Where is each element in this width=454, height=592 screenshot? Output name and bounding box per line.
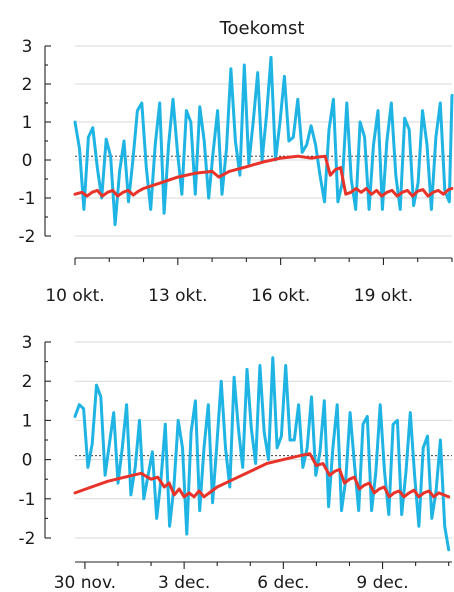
- y-tick-label: 0: [22, 451, 33, 471]
- y-tick-label: -1: [19, 189, 36, 209]
- x-tick-label: 3 dec.: [158, 573, 210, 592]
- y-tick-label: -2: [19, 529, 36, 549]
- y-tick-label: 3: [22, 333, 33, 353]
- series-line-blue: [73, 356, 451, 552]
- chart-title: Toekomst: [219, 18, 305, 39]
- y-tick-label: 2: [22, 75, 33, 95]
- y-tick-label: 1: [22, 113, 33, 133]
- x-tick-label: 10 okt.: [45, 286, 104, 306]
- panel-december: -2 -1 0 1 2 3 30 nov. 3 dec. 6 dec. 9 dec.: [19, 333, 452, 592]
- x-tick-label: 13 okt.: [148, 286, 207, 306]
- series-line-red: [73, 452, 451, 499]
- x-tick-label: 9 dec.: [356, 573, 408, 592]
- x-tick-label: 19 okt.: [354, 286, 413, 306]
- series-line-blue: [73, 55, 454, 227]
- series-line-red: [73, 154, 454, 198]
- y-tick-label: 1: [22, 411, 33, 431]
- y-tick-label: -1: [19, 490, 36, 510]
- y-tick-label: 3: [22, 37, 33, 57]
- x-tick-label: 16 okt.: [251, 286, 310, 306]
- x-tick-label: 6 dec.: [257, 573, 309, 592]
- y-tick-label: 2: [22, 372, 33, 392]
- panel-october: -2 -1 0 1 2 3 10 okt. 13 okt. 16 okt. 19 okt.: [19, 37, 454, 306]
- y-tick-label: -2: [19, 227, 36, 247]
- y-tick-label: 0: [22, 151, 33, 171]
- x-tick-label: 30 nov.: [54, 573, 116, 592]
